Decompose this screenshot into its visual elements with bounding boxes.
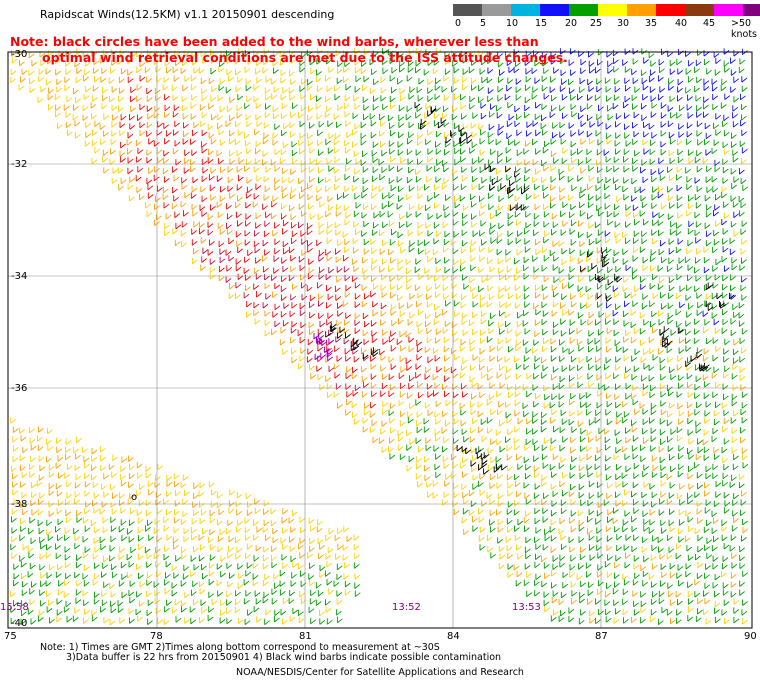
legend-label: 45 bbox=[703, 18, 716, 29]
legend-swatch bbox=[656, 4, 685, 16]
legend-label: 35 bbox=[645, 18, 658, 29]
legend-swatch bbox=[569, 4, 598, 16]
time-label: 15:58 bbox=[0, 602, 29, 613]
lat-label: -34 bbox=[11, 271, 27, 282]
high-wind-barbs bbox=[313, 333, 335, 362]
legend-label: 30 bbox=[617, 18, 630, 29]
legend-label: 25 bbox=[590, 18, 603, 29]
legend-swatch bbox=[743, 4, 760, 16]
time-label: 13:53 bbox=[512, 602, 541, 613]
wind-map: -30 -32 -34 -36 -38 -40 75 78 81 84 87 90 15:58 13:5… bbox=[0, 48, 757, 640]
legend-label: 20 bbox=[565, 18, 578, 29]
legend-label: 40 bbox=[675, 18, 688, 29]
attitude-note: Note: black circles have been added to t… bbox=[10, 34, 568, 66]
wind-barb-group bbox=[10, 48, 749, 626]
lat-label: -40 bbox=[11, 618, 27, 629]
lon-label: 87 bbox=[595, 631, 608, 640]
lon-label: 78 bbox=[150, 631, 163, 640]
legend-label: >50 knots bbox=[731, 18, 758, 40]
lat-label: -36 bbox=[11, 383, 27, 394]
note-line-2: optimal wind retrieval conditions are me… bbox=[42, 50, 568, 65]
wind-barb-group bbox=[202, 220, 361, 392]
legend-swatch bbox=[598, 4, 627, 16]
legend-swatch bbox=[453, 4, 482, 16]
legend-labels: 0 5 10 15 20 25 30 35 40 45 >50 knots bbox=[453, 16, 757, 40]
legend-label: 0 bbox=[455, 18, 462, 29]
legend-swatch bbox=[627, 4, 656, 16]
flagged-marker: o bbox=[131, 492, 137, 503]
map-frame bbox=[7, 51, 753, 629]
lon-label: 90 bbox=[744, 631, 757, 640]
legend-swatch bbox=[511, 4, 540, 16]
legend-swatch bbox=[714, 4, 743, 16]
axis-labels: -30 -32 -34 -36 -38 -40 75 78 81 84 87 90 bbox=[4, 49, 757, 640]
contaminated-barbs bbox=[325, 102, 735, 475]
legend-label: 15 bbox=[535, 18, 548, 29]
wind-barb-group bbox=[11, 49, 749, 625]
wind-barb-group bbox=[480, 48, 748, 326]
note-line-1: Note: black circles have been added to t… bbox=[10, 34, 539, 49]
lat-label: -32 bbox=[11, 159, 27, 170]
map-title: Rapidscat Winds(12.5KM) v1.1 20150901 de… bbox=[40, 8, 335, 21]
legend-label: 10 bbox=[506, 18, 519, 29]
legend-color-bar bbox=[453, 4, 760, 16]
footer-note-1: Note: 1) Times are GMT 2)Times along bot… bbox=[40, 642, 440, 653]
wind-speed-legend: 0 5 10 15 20 25 30 35 40 45 >50 knots bbox=[453, 4, 760, 40]
legend-swatch bbox=[482, 4, 511, 16]
lat-label: -38 bbox=[11, 499, 27, 510]
footer-note-2: 3)Data buffer is 22 hrs from 20150901 4)… bbox=[66, 652, 502, 663]
time-label: 13:52 bbox=[392, 602, 421, 613]
legend-swatch bbox=[685, 4, 714, 16]
lat-lon-grid bbox=[8, 52, 752, 628]
lon-label: 84 bbox=[447, 631, 460, 640]
lon-label: 81 bbox=[299, 631, 312, 640]
wind-barb-field bbox=[10, 48, 749, 626]
lat-label: -30 bbox=[11, 49, 27, 60]
legend-swatch bbox=[540, 4, 569, 16]
footer-credit: NOAA/NESDIS/Center for Satellite Applica… bbox=[236, 667, 524, 678]
time-labels: 15:58 13:52 13:53 bbox=[0, 602, 541, 613]
legend-label: 5 bbox=[480, 18, 487, 29]
lon-label: 75 bbox=[4, 631, 17, 640]
wind-barb-group bbox=[119, 75, 468, 409]
